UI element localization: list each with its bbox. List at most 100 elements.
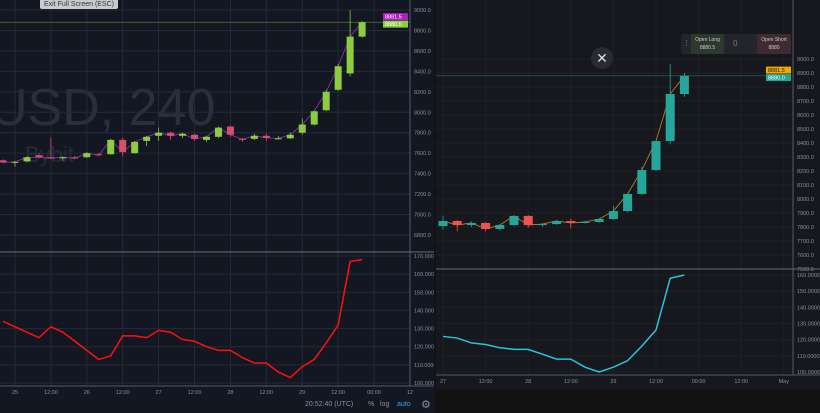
candle-body <box>238 138 246 140</box>
percent-toggle[interactable]: % <box>368 401 375 408</box>
candle-body <box>509 215 519 226</box>
candle-body <box>580 221 590 223</box>
oscillator-tick-label: 100.0000 <box>414 381 434 387</box>
price-tick-label: 7500.0 <box>797 267 814 273</box>
time-tick-label: 25 <box>12 390 18 396</box>
price-tick-label: 9000.0 <box>414 8 431 14</box>
price-tick-label: 7200.0 <box>414 192 431 198</box>
time-tick-label: 12:00 <box>564 379 578 385</box>
time-tick-label: 12:00 <box>44 390 58 396</box>
price-tick-label: 8700.0 <box>797 99 814 105</box>
time-tick-label: 12:00 <box>734 379 748 385</box>
candle-body <box>119 139 127 153</box>
oscillator-tick-label: 110.0000 <box>414 363 434 369</box>
candle-body <box>95 154 103 156</box>
candle-body <box>83 153 91 158</box>
candle-body <box>35 155 43 158</box>
oscillator-tick-label: 100.0000 <box>797 370 820 376</box>
oscillator-tick-label: 140.0000 <box>414 308 434 314</box>
high-price-label: 8881.5 <box>385 15 402 21</box>
oscillator-tick-label: 110.0000 <box>797 354 820 360</box>
candle-body <box>47 157 55 159</box>
candle-body <box>286 134 294 139</box>
price-tick-label: 7400.0 <box>414 172 431 178</box>
candle-body <box>23 157 31 162</box>
oscillator-tick-label: 160.0000 <box>414 272 434 278</box>
open-short-button[interactable]: Open Short 8880 <box>757 34 791 54</box>
price-tick-label: 8000.0 <box>797 197 814 203</box>
candle-body <box>250 135 258 139</box>
candle-body <box>481 222 491 229</box>
oscillator-line <box>442 274 685 373</box>
trade-widget: ⋮⋮ Open Long 8880.5 0 Open Short 8880 <box>681 34 791 54</box>
price-tick-label: 8800.0 <box>414 28 431 34</box>
oscillator-tick-label: 120.0000 <box>414 345 434 351</box>
right-chart-canvas[interactable]: 27 12:00 28 12:00 29 12:00 00:00 12:00 May 9000.0… <box>436 0 820 390</box>
candle-body <box>594 219 604 222</box>
right-chart-panel[interactable]: 27 12:00 28 12:00 29 12:00 00:00 12:00 May 9000.0… <box>436 0 820 413</box>
candle-body <box>651 141 661 171</box>
auto-toggle[interactable]: auto <box>397 401 411 408</box>
candle-body <box>438 220 448 227</box>
candle-body <box>11 161 19 163</box>
close-icon[interactable]: ✕ <box>591 47 613 69</box>
candle-body <box>623 193 633 212</box>
candle-body <box>552 220 562 225</box>
status-bar: 20:52:40 (UTC) % log auto ⚙ <box>0 397 434 413</box>
time-tick-label: 12:00 <box>331 390 345 396</box>
price-tick-label: 6800.0 <box>414 233 431 239</box>
price-tick-label: 7700.0 <box>797 239 814 245</box>
candle-body <box>226 126 234 135</box>
oscillator-line <box>2 258 363 379</box>
time-tick-label: 12:00 <box>188 390 202 396</box>
time-tick-label: 12:00 <box>479 379 493 385</box>
price-tick-label: 8300.0 <box>797 155 814 161</box>
high-price-label: 8881.5 <box>768 68 785 74</box>
log-toggle[interactable]: log <box>380 401 390 408</box>
open-long-button[interactable]: Open Long 8880.5 <box>691 34 724 54</box>
price-tick-label: 8600.0 <box>797 113 814 119</box>
watermark-symbol: USD, 240 <box>0 79 215 137</box>
left-chart-canvas[interactable]: USD, 240 Bybit 25 12:00 26 12:00 27 12:00 28 12… <box>0 0 434 397</box>
oscillator-tick-label: 160.0000 <box>797 273 820 279</box>
time-tick-label: 12:00 <box>259 390 273 396</box>
drag-handle-icon[interactable]: ⋮⋮ <box>683 40 697 47</box>
price-tick-label: 8200.0 <box>414 90 431 96</box>
candle-body <box>566 220 576 223</box>
candle-body <box>298 124 306 133</box>
time-tick-label: 12:00 <box>116 390 130 396</box>
high-price-badge <box>766 66 791 74</box>
time-tick-label: 27 <box>440 379 446 385</box>
candle-body <box>346 36 354 74</box>
time-tick-label: 00:00 <box>692 379 706 385</box>
candle-body <box>59 157 67 159</box>
clock: 20:52:40 (UTC) <box>305 401 354 408</box>
candle-body <box>495 225 505 229</box>
time-tick-label: 29 <box>610 379 616 385</box>
oscillator-tick-label: 170.0000 <box>414 254 434 260</box>
quantity-value[interactable]: 0 <box>733 39 738 48</box>
price-tick-label: 7600.0 <box>414 151 431 157</box>
price-tick-label: 8900.0 <box>797 71 814 77</box>
left-chart-panel[interactable]: USD, 240 Bybit 25 12:00 26 12:00 27 12:00 28 12… <box>0 0 434 413</box>
candle-body <box>167 132 175 136</box>
high-price-badge <box>383 13 408 21</box>
price-tick-label: 8000.0 <box>414 110 431 116</box>
gear-icon[interactable]: ⚙ <box>421 399 431 411</box>
time-tick-label: 12:00 <box>649 379 663 385</box>
candle-body <box>274 138 282 140</box>
last-price-label: 8880.5 <box>385 22 402 28</box>
candle-body <box>107 139 115 155</box>
time-tick-label: 12 <box>407 390 413 396</box>
candle-body <box>523 215 533 226</box>
oscillator-tick-label: 130.0000 <box>797 322 820 328</box>
candle-body <box>608 211 618 220</box>
candle-body <box>358 22 366 37</box>
candle-body <box>155 132 163 136</box>
price-tick-label: 7800.0 <box>414 131 431 137</box>
time-tick-label: 28 <box>525 379 531 385</box>
candle-body <box>679 75 689 94</box>
moving-average-line <box>442 75 685 230</box>
candle-body <box>214 127 222 137</box>
candle-body <box>665 94 675 142</box>
